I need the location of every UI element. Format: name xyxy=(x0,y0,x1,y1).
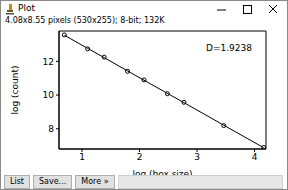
svg-text:1: 1 xyxy=(79,152,85,162)
svg-text:10: 10 xyxy=(43,90,55,100)
svg-text:8: 8 xyxy=(48,124,54,134)
html-text:Plot: Plot xyxy=(18,3,35,13)
svg-text:3: 3 xyxy=(194,152,200,162)
html-text:More »: More » xyxy=(81,177,109,186)
html-text:Save...: Save... xyxy=(39,177,67,186)
svg-text:log (count): log (count) xyxy=(10,66,20,115)
html-text:4.08x8.55 pixels (530x255); 8-: 4.08x8.55 pixels (530x255); 8-bit; 132K xyxy=(5,16,165,25)
svg-text:D=1.9238: D=1.9238 xyxy=(206,43,252,53)
html-text:List: List xyxy=(10,177,24,186)
svg-text:4: 4 xyxy=(252,152,258,162)
svg-text:12: 12 xyxy=(43,57,54,67)
svg-text:2: 2 xyxy=(137,152,143,162)
